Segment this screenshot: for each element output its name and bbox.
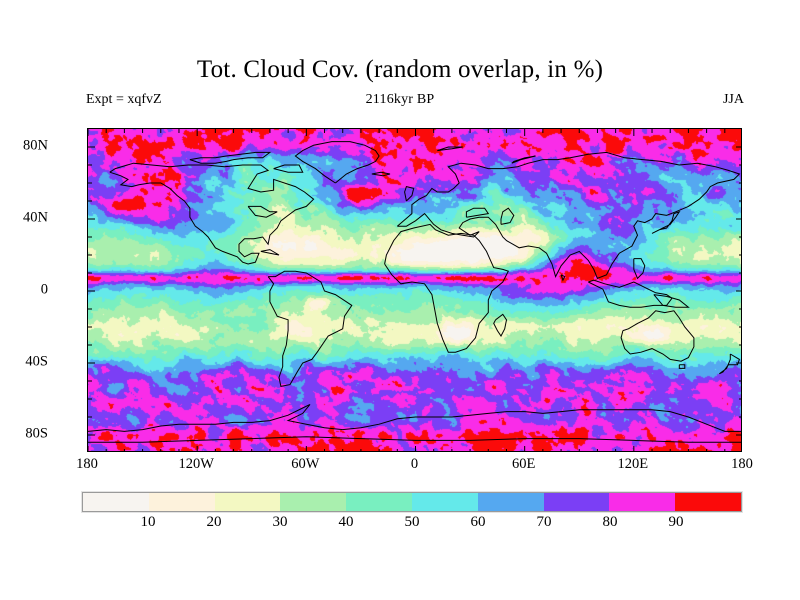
coastline-greenland — [294, 141, 380, 184]
colorbar-tick-label: 40 — [338, 514, 354, 530]
colorbar-tick-label: 10 — [140, 514, 156, 530]
colorbar-tick-label: 20 — [206, 514, 222, 530]
colorbar-band — [411, 493, 478, 511]
colorbar-band — [214, 493, 281, 511]
lat-tick-label: 40S — [25, 353, 48, 370]
colorbar-tick-label: 90 — [668, 514, 684, 530]
colorbar-tick-label: 80 — [602, 514, 618, 530]
experiment-label: Expt = xqfvZ — [86, 92, 162, 107]
lon-tick-label: 120W — [178, 456, 214, 472]
lat-tick-label: 80N — [23, 137, 48, 154]
chart-subtitle: 2116kyr BP — [365, 92, 435, 107]
coastline-uk-ireland — [404, 186, 415, 202]
colorbar-tick-label: 70 — [536, 514, 552, 530]
coastline-baffin — [273, 164, 304, 173]
coastline-europe-asia — [396, 151, 741, 280]
season-label: JJA — [722, 92, 744, 107]
lat-tick-label: 40N — [23, 209, 48, 226]
coastline-new-guinea — [653, 294, 690, 308]
coastline-great-lakes — [247, 205, 278, 218]
coastline-iceland — [371, 171, 391, 177]
map-plot-area — [87, 128, 742, 452]
cloud-cover-field — [88, 129, 741, 451]
colorbar-band — [83, 493, 149, 511]
coastline-antarctic-shelf — [88, 436, 741, 443]
colorbar-tick-label: 50 — [404, 514, 420, 530]
lat-tick-label: 0 — [40, 281, 48, 298]
coastline-tasmania — [678, 364, 686, 369]
lon-tick-label: 60W — [291, 456, 320, 472]
coastline-overlay — [88, 129, 741, 451]
colorbar-band — [675, 493, 741, 511]
lon-tick-label: 180 — [76, 456, 98, 472]
coastline-antarctica — [88, 403, 741, 432]
coastline-indonesia — [588, 279, 673, 308]
colorbar-band — [609, 493, 676, 511]
coastline-cuba — [260, 249, 280, 256]
coastline-canadian-arctic — [189, 151, 272, 164]
colorbar-band — [477, 493, 544, 511]
lon-tick-label: 120E — [617, 456, 649, 472]
coastline-japan — [651, 210, 681, 234]
coastline-madagascar — [493, 313, 508, 337]
colorbar[interactable] — [82, 492, 742, 512]
coastline-australia — [620, 310, 695, 362]
coastline-black-sea — [465, 207, 490, 218]
lon-tick-label: 180 — [731, 456, 753, 472]
coastline-svalbard — [437, 146, 463, 152]
coastline-novaya-zemlya — [511, 155, 536, 164]
coastline-south-america — [267, 270, 353, 387]
lat-tick-label: 80S — [25, 425, 48, 442]
colorbar-band — [346, 493, 412, 511]
coastline-new-zealand — [719, 353, 741, 375]
coastline-caspian — [500, 207, 515, 225]
coastline-sri-lanka — [560, 274, 566, 282]
lon-tick-label: 0 — [410, 456, 419, 472]
colorbar-tick-label: 30 — [272, 514, 288, 530]
page-title: Tot. Cloud Cov. (random overlap, in %) — [196, 56, 604, 83]
colorbar-tick-label: 60 — [470, 514, 486, 530]
coastline-africa — [384, 223, 510, 353]
coastline-philippines — [633, 258, 646, 280]
lon-tick-label: 60E — [511, 456, 536, 472]
coastline-north-america — [109, 162, 315, 265]
colorbar-band — [280, 493, 347, 511]
colorbar-band — [148, 493, 215, 511]
colorbar-band — [543, 493, 610, 511]
